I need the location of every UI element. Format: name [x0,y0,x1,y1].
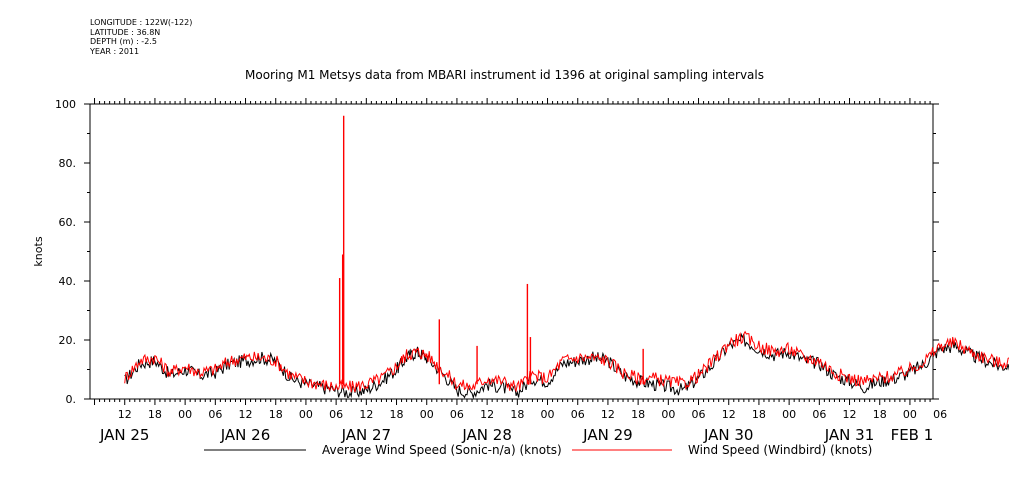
x-hour-label: 12 [239,408,253,421]
series-line-windbird [124,330,1009,393]
y-tick-label: 100 [55,98,76,111]
x-hour-label: 12 [843,408,857,421]
y-tick-label: 40. [59,275,77,288]
x-hour-label: 00 [420,408,434,421]
x-day-label: JAN 31 [824,426,875,444]
x-hour-label: 18 [752,408,766,421]
x-day-label: JAN 28 [461,426,512,444]
legend-label-sonic: Average Wind Speed (Sonic-n/a) (knots) [322,443,562,457]
x-hour-label: 12 [722,408,736,421]
x-hour-label: 06 [208,408,222,421]
x-hour-label: 18 [148,408,162,421]
x-day-label: JAN 30 [703,426,754,444]
plot-frame [89,103,934,400]
x-hour-label: 00 [661,408,675,421]
x-hour-label: 00 [782,408,796,421]
x-day-label: JAN 27 [341,426,392,444]
series-line-sonic [124,332,1009,400]
year-label: YEAR : 2011 [90,46,140,56]
x-hour-label: 18 [631,408,645,421]
longitude-label: LONGITUDE : 122W(-122) [90,18,193,27]
x-hour-label: 18 [269,408,283,421]
depth-label: DEPTH (m) : -2.5 [90,37,157,46]
y-tick-label: 80. [59,157,77,170]
x-hour-label: 00 [178,408,192,421]
y-axis-label: knots [32,236,45,266]
x-hour-label: 18 [873,408,887,421]
x-hour-label: 06 [329,408,343,421]
x-hour-label: 00 [299,408,313,421]
metadata-block: LONGITUDE : 122W(-122) LATITUDE : 36.8N … [90,18,192,56]
x-hour-label: 12 [359,408,373,421]
y-tick-label: 0. [66,393,77,406]
chart-title: Mooring M1 Metsys data from MBARI instru… [245,68,764,82]
x-hour-label: 12 [601,408,615,421]
x-hour-label: 06 [450,408,464,421]
x-hour-label: 00 [541,408,555,421]
x-hour-label: 06 [692,408,706,421]
legend-label-windbird: Wind Speed (Windbird) (knots) [688,443,872,457]
x-day-label: JAN 29 [582,426,633,444]
x-day-label: FEB 1 [891,426,934,444]
x-hour-label: 06 [812,408,826,421]
x-hour-label: 00 [903,408,917,421]
x-hour-label: 18 [390,408,404,421]
x-hour-label: 18 [510,408,524,421]
x-hour-label: 12 [118,408,132,421]
x-day-label: JAN 26 [220,426,271,444]
x-hour-label: 12 [480,408,494,421]
y-tick-label: 20. [59,334,77,347]
latitude-label: LATITUDE : 36.8N [90,27,161,37]
x-hour-label: 06 [933,408,947,421]
x-hour-label: 06 [571,408,585,421]
y-tick-label: 60. [59,216,77,229]
x-day-label: JAN 25 [99,426,150,444]
